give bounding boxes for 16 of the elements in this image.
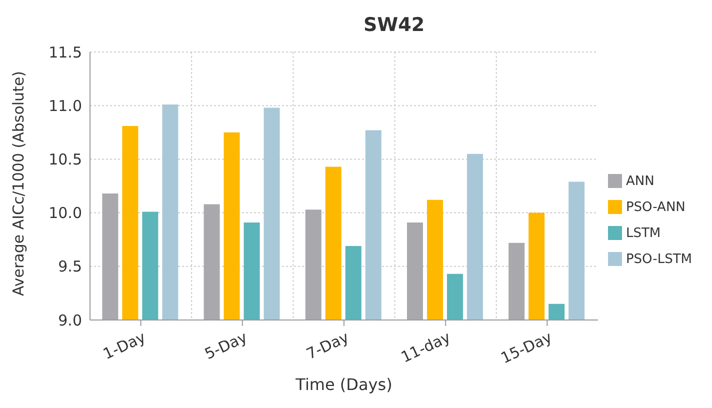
x-tick-label: 7-Day (304, 328, 352, 364)
y-tick-label: 10.0 (48, 204, 82, 222)
y-tick-label: 11.0 (48, 96, 82, 115)
chart-title: SW42 (362, 13, 426, 38)
x-axis-title: Time (Days) (294, 375, 392, 394)
y-tick-label: 9.0 (58, 311, 82, 330)
y-tick-label: 11.5 (48, 43, 82, 62)
legend-label: PSO-LSTM (626, 252, 692, 267)
y-axis-title: Average AICc/1000 (Absolute) (9, 70, 28, 296)
y-tick-label: 10.5 (48, 150, 82, 169)
x-tick-label: 5-Day (202, 328, 250, 364)
y-tick-label: 9.5 (58, 258, 82, 276)
legend-label: LSTM (626, 226, 661, 241)
x-tick-label: 1-Day (100, 328, 149, 364)
legend-label: PSO-ANN (626, 200, 686, 215)
legend-label: ANN (626, 174, 654, 189)
